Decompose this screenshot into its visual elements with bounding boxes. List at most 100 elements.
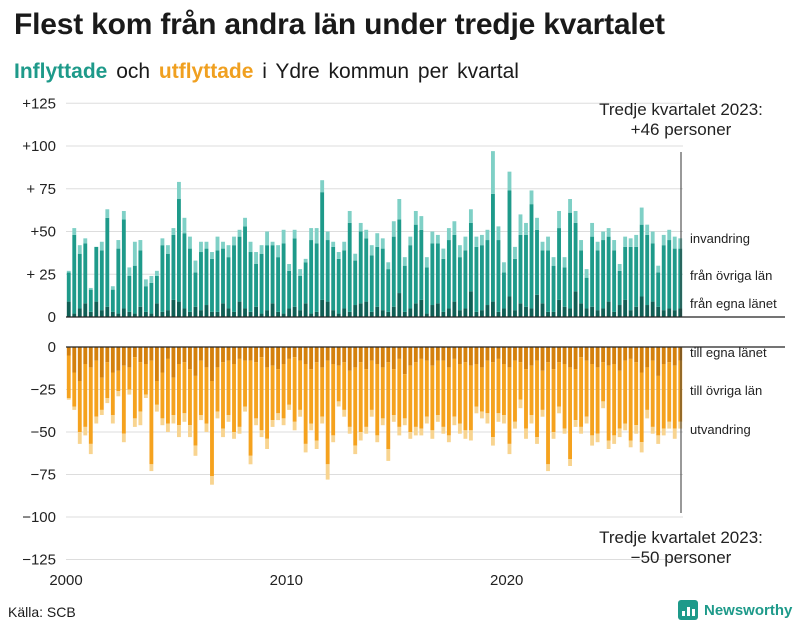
y-tick-label: +100 [22, 138, 56, 155]
outflow-bar [314, 362, 319, 441]
y-tick-label: −125 [22, 552, 56, 569]
y-tick-label: −100 [22, 509, 56, 526]
outflow-bar [623, 360, 628, 424]
inflow-bar [391, 306, 396, 317]
outflow-bar [672, 428, 677, 439]
outflow-bar [320, 367, 325, 417]
inflow-bar [66, 270, 71, 273]
outflow-bar [325, 347, 330, 361]
inflow-bar [435, 303, 440, 317]
inflow-bar [430, 243, 435, 306]
outflow-bar [287, 358, 292, 405]
outflow-bar [606, 440, 611, 449]
inflow-bar [331, 246, 336, 311]
outflow-bar [325, 360, 330, 465]
chart-subtitle: Inflyttade och utflyttade i Ydre kommun … [14, 60, 519, 84]
inflow-bar [424, 257, 429, 268]
outflow-bar [358, 362, 363, 432]
outflow-bar [672, 347, 677, 366]
inflow-bar [402, 257, 407, 266]
outflow-bar [540, 409, 545, 417]
inflow-bar [254, 263, 258, 307]
inflow-bar [595, 250, 600, 311]
outflow-bar [524, 347, 528, 370]
inflow-bar [557, 299, 561, 317]
outflow-bar [182, 347, 187, 363]
inflow-bar [562, 267, 567, 307]
inflow-bar [639, 207, 644, 225]
outflow-bar [160, 347, 165, 373]
outflow-bar [364, 369, 369, 427]
outflow-bar [358, 432, 363, 441]
inflow-bar [529, 204, 534, 309]
outflow-bar [502, 415, 506, 424]
outflow-bar [397, 358, 402, 427]
inflow-bar [584, 277, 589, 309]
inflow-bar [254, 306, 258, 317]
inflow-bar [116, 248, 121, 314]
inflow-bar [353, 253, 358, 261]
inflow-bar [83, 303, 88, 317]
inflow-bar [99, 310, 104, 317]
inflow-bar [579, 250, 584, 304]
outflow-bar [601, 362, 606, 402]
outflow-bar [204, 367, 209, 424]
inflow-bar [540, 241, 545, 251]
inflow-bar [590, 306, 595, 317]
inflow-bar [127, 267, 132, 276]
subtitle-och: och [116, 60, 151, 83]
outflow-bar [77, 432, 82, 444]
inflow-bar [408, 308, 413, 317]
outflow-bar [303, 347, 308, 364]
inflow-bar [369, 311, 374, 317]
outflow-bar [276, 369, 281, 414]
inflow-bar [165, 245, 170, 254]
inflow-bar [430, 231, 435, 244]
inflow-bar [342, 250, 347, 309]
outflow-bar [479, 411, 484, 419]
inflow-bar [193, 306, 198, 317]
inflow-bar [221, 248, 225, 304]
inflow-bar [441, 311, 446, 317]
outflow-bar [171, 415, 176, 424]
inflow-bar [177, 199, 181, 302]
outflow-bar [309, 369, 314, 424]
outflow-bar [298, 409, 303, 417]
inflow-bar [601, 240, 606, 309]
outflow-bar [83, 347, 88, 364]
outflow-bar [535, 347, 539, 361]
outflow-bar [529, 347, 534, 366]
inflow-bar [496, 226, 501, 241]
inflow-bar [72, 228, 77, 235]
annotation-bottom-line1: Tredje kvartalet 2023: [599, 528, 763, 547]
inflow-bar [369, 245, 374, 256]
inflow-bar [342, 308, 347, 317]
outflow-bar [661, 347, 666, 364]
outflow-bar [579, 347, 584, 358]
outflow-bar [160, 372, 165, 419]
chart-title: Flest kom från andra län under tredje kv… [14, 8, 665, 41]
inflow-bar [452, 301, 457, 317]
inflow-bar [463, 308, 468, 317]
inflow-bar [628, 246, 633, 311]
outflow-bar [160, 418, 165, 426]
outflow-bar [331, 435, 336, 443]
inflow-bar [248, 241, 253, 253]
outflow-bar [435, 415, 440, 422]
inflow-bar [584, 269, 589, 278]
outflow-bar [243, 347, 247, 361]
inflow-bar [88, 311, 93, 317]
inflow-bar [237, 236, 242, 302]
inflow-bar [579, 303, 584, 317]
outflow-bar [149, 347, 154, 361]
inflow-bar [331, 310, 336, 317]
outflow-bar [287, 404, 292, 410]
inflow-bar [132, 241, 137, 266]
outflow-bar [568, 347, 572, 368]
inflow-bar [298, 275, 303, 311]
outflow-bar [413, 426, 418, 436]
inflow-bar [479, 310, 484, 317]
inflow-bar [336, 313, 341, 317]
outflow-bar [347, 370, 352, 427]
inflow-bar [94, 301, 99, 317]
